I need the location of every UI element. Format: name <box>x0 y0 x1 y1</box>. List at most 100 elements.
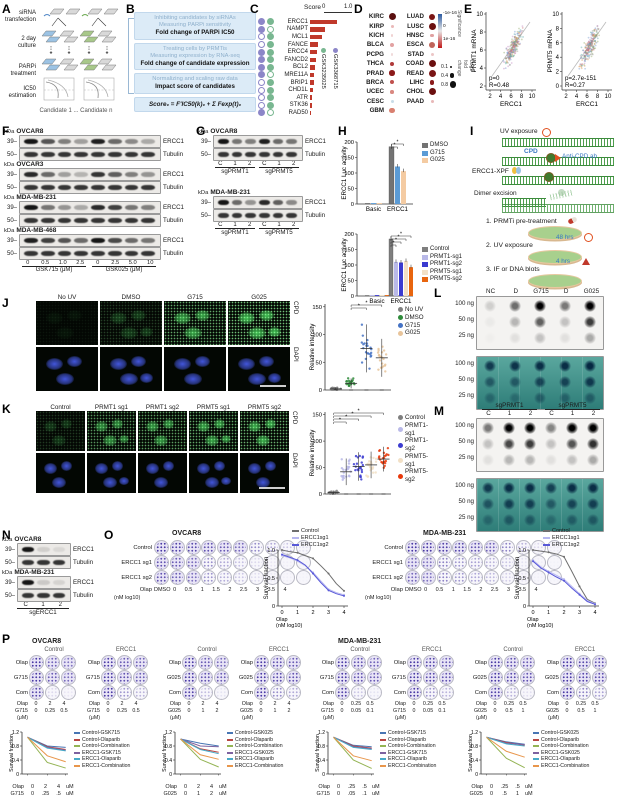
amount-label: 100 ng <box>455 482 474 489</box>
gene-row: ERCC1 <box>258 18 352 26</box>
survival-line <box>281 554 345 597</box>
colony-well <box>531 570 547 585</box>
cancer-code: ESCA <box>406 41 424 49</box>
colony-well <box>351 655 366 670</box>
scatter-point <box>594 39 597 42</box>
protein-band <box>107 237 122 243</box>
scatter-point <box>510 62 513 64</box>
scatter-point <box>510 49 512 52</box>
blot-dot <box>481 438 494 450</box>
drug-dot-blots: NC D G715 D G025 100 ng 50 ng 25 ng 100 ng 50 ng 2… <box>448 288 604 410</box>
dotblot-wrap: 100 ng 50 ng 25 ng <box>448 478 604 532</box>
scatter-point <box>511 40 513 43</box>
data-marker <box>532 560 534 563</box>
tubulin-blot-strip <box>19 247 161 260</box>
blot-row: 39– ERCC1 <box>4 168 184 181</box>
svg-text:4: 4 <box>593 610 596 616</box>
category-label: Basic <box>366 206 381 213</box>
scatter-point <box>589 50 592 53</box>
blot-cell-header: kDa MDA-MB-231 <box>198 189 326 196</box>
combo-dose-value: 0.5 <box>60 708 68 714</box>
legend-item: Control-Olaparib <box>227 737 283 744</box>
protein-band <box>91 217 105 223</box>
jitter-legend: Control PRMT1-sg1 PRMT1-sg2 PRMT5-sg1 PRMT5-… <box>398 414 434 484</box>
gsk3368715-dot <box>258 109 265 117</box>
scatter-point <box>518 32 520 35</box>
panel-c-label: C <box>250 2 259 16</box>
svg-text:150: 150 <box>312 413 322 419</box>
legend-item: PRMT5-sg2 <box>422 276 462 284</box>
micro-row-label: DAPI <box>292 347 299 362</box>
combo-dose-label: Olap <box>394 701 406 707</box>
svg-text:1.0: 1.0 <box>518 548 526 554</box>
colony-well <box>488 670 503 685</box>
colony-texture <box>501 571 514 584</box>
scatter-point <box>584 67 587 70</box>
legend-item: Control-GSK025 <box>533 730 589 737</box>
legend-swatch <box>533 751 539 754</box>
panel-m-label: M <box>434 404 444 418</box>
combo-dose-value: 0.25 <box>503 701 515 707</box>
dose-value: 2.5 <box>76 260 85 266</box>
scatter-point <box>512 44 515 47</box>
combo-line <box>180 738 219 768</box>
jitter-point <box>372 456 375 460</box>
scatter-point <box>594 35 597 37</box>
svg-text:6: 6 <box>585 94 589 100</box>
combo-x-unit: uM <box>525 784 533 790</box>
protein-band <box>107 138 122 144</box>
scatter-point <box>586 55 589 57</box>
cell-nucleus <box>247 372 266 385</box>
colony-texture <box>234 571 247 584</box>
legend-item: ERCC1-Combination <box>380 763 436 770</box>
colony-well <box>232 570 248 585</box>
cpd-speckle <box>240 411 289 451</box>
legend-swatch <box>422 269 428 275</box>
svg-text:4: 4 <box>575 94 579 100</box>
cancer-dot <box>430 52 434 56</box>
colony-well <box>133 685 148 700</box>
colony-texture <box>183 671 196 684</box>
colony-texture <box>255 656 268 669</box>
cancer-code: LIHC <box>409 78 424 86</box>
sg-group-label: sgPRMT5 <box>259 167 299 175</box>
cell-nucleus <box>60 461 73 472</box>
cancer-row: THCA COAD <box>358 59 438 68</box>
protein-band <box>37 546 50 552</box>
legend-item: ERCC1-GSK715 <box>74 750 130 757</box>
colony-well <box>576 670 591 685</box>
scatter-point <box>587 45 590 48</box>
corr-scatter-plot: 10 8 6 4 2 2 4 6 8 10 ERCC1 PRMT1 mRNA p=0 R=0.48 <box>470 6 542 116</box>
colony-well <box>423 670 438 685</box>
gsk3368715-dot <box>258 56 265 64</box>
svg-text:0: 0 <box>351 202 354 208</box>
protein-band <box>22 559 35 565</box>
cancer-code: KICH <box>368 31 384 39</box>
scatter-point <box>512 45 515 47</box>
scatter-point <box>514 50 517 53</box>
scatter-point <box>583 60 586 62</box>
colony-row-label: ERCC1 sg1 <box>121 559 152 566</box>
gene-name: MCL1 <box>291 33 308 40</box>
scatter-point <box>588 41 591 43</box>
blot-dot <box>523 454 536 466</box>
score-formula: Score₉ = F'IC50(k)₉ + Σ Fexp(t)₉ <box>134 97 256 113</box>
dotblot-col-label: D <box>563 288 569 295</box>
scatter-point <box>521 27 524 29</box>
scatter-point <box>586 51 588 54</box>
cancer-dot-wrap <box>426 99 438 103</box>
bar <box>388 146 395 205</box>
kda-text: kDa <box>4 162 15 168</box>
protein-band <box>57 250 72 256</box>
scatter-point <box>508 56 511 59</box>
scatter-point <box>588 54 590 57</box>
scatter-point <box>583 57 586 60</box>
scatter-point <box>590 48 593 51</box>
cancer-row: BRCA LIHC <box>358 78 438 87</box>
scatter-point <box>511 46 513 49</box>
protein-band <box>24 204 38 210</box>
blot-dot <box>502 454 515 466</box>
jitter-point <box>387 453 390 457</box>
